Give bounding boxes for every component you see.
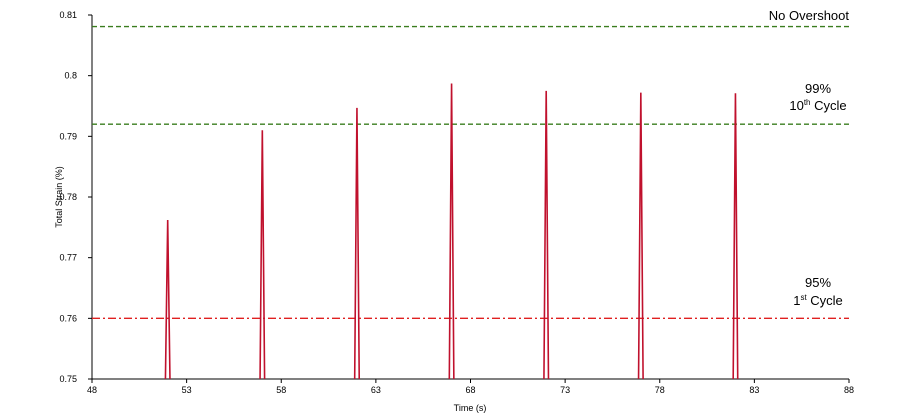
x-tick-label: 63 [371,385,381,395]
y-tick-labels: 0.75 0.76 0.77 0.78 0.79 0.8 0.81 [59,10,92,384]
strain-spike-4 [448,83,455,380]
y-axis-title: Total Strain (%) [54,166,64,228]
ref-10th-num: 10 [789,98,803,113]
y-tick-label: 0.76 [59,313,77,323]
x-tick-label: 83 [749,385,759,395]
ref-10th-cycle-label: 10th Cycle [789,98,846,113]
ref-1st-suffix: Cycle [807,293,843,308]
x-tick-label: 73 [560,385,570,395]
no-overshoot-label: No Overshoot [769,8,850,23]
x-tick-label: 53 [182,385,192,395]
ref-1st-cycle-label: 1st Cycle [793,293,843,308]
ref-1st-sup: st [800,293,807,302]
x-tick-label: 48 [87,385,97,395]
x-tick-labels: 48 53 58 63 68 73 78 83 88 [87,379,854,395]
strain-spike-6 [637,92,644,380]
strain-spike-5 [543,90,550,380]
x-tick-label: 58 [276,385,286,395]
x-axis-title: Time (s) [454,403,487,413]
ref-1st-num: 1 [793,293,800,308]
ref-10th-suffix: Cycle [811,98,847,113]
ref-99-percent-label: 99% [805,81,831,96]
strain-spike-7 [732,93,739,380]
ref-95-percent-label: 95% [805,275,831,290]
strain-spike-3 [353,107,361,380]
reference-lines [92,25,849,320]
strain-spike-2 [259,130,266,380]
strain-series [164,83,739,380]
y-tick-label: 0.75 [59,374,77,384]
x-tick-label: 68 [465,385,475,395]
strain-spike-1 [164,220,171,380]
y-tick-label: 0.8 [64,71,77,81]
y-tick-label: 0.77 [59,253,77,263]
y-tick-label: 0.81 [59,10,77,20]
ref-10th-sup: th [804,98,811,107]
y-tick-label: 0.79 [59,131,77,141]
x-tick-label: 78 [655,385,665,395]
x-tick-label: 88 [844,385,854,395]
y-tick-label: 0.78 [59,192,77,202]
